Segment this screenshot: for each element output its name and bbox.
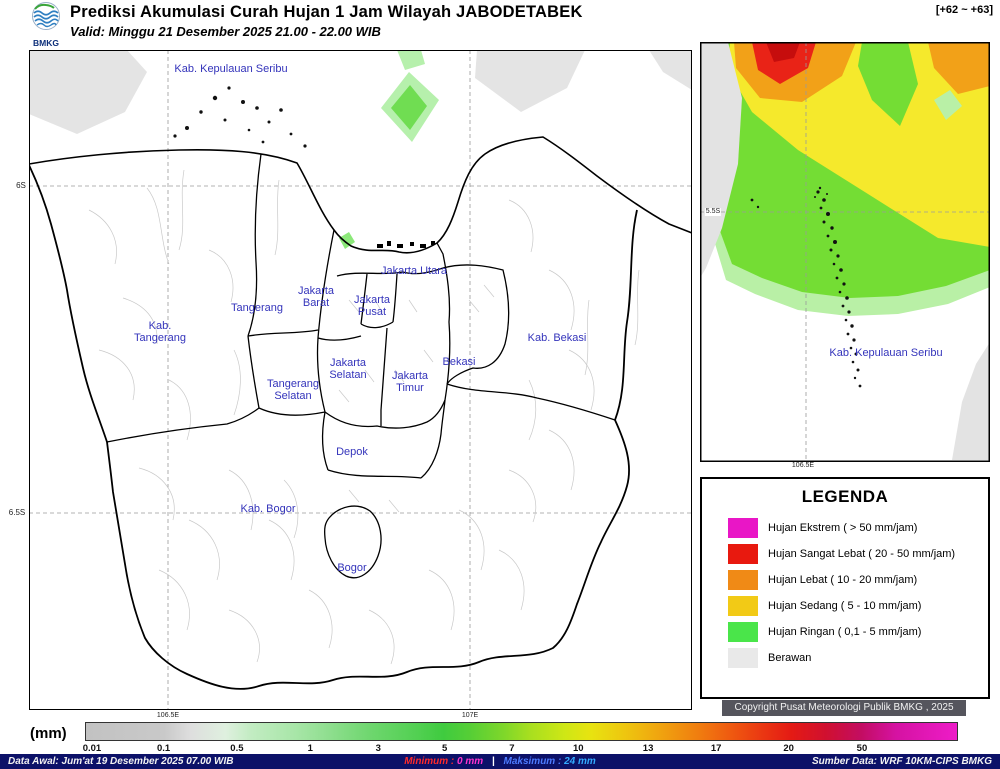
colorbar-tick-label: 0.1	[156, 743, 171, 754]
legend-item-label: Berawan	[768, 652, 812, 664]
bmkg-logo-icon	[32, 2, 60, 30]
legend-color-swatch	[728, 596, 758, 616]
status-bar: Data Awal: Jum'at 19 Desember 2025 07.00…	[0, 754, 1000, 769]
valid-time-subtitle: Valid: Minggu 21 Desember 2025 21.00 - 2…	[70, 24, 381, 39]
legend-color-swatch	[728, 570, 758, 590]
legend-title: LEGENDA	[801, 487, 889, 506]
colorbar-tick-label: 0.5	[230, 743, 244, 754]
copyright-badge: Copyright Pusat Meteorologi Publik BMKG …	[722, 700, 966, 716]
legend-item: Hujan Lebat ( 10 - 20 mm/jam)	[702, 567, 988, 593]
colorbar-tick-label: 17	[710, 743, 722, 754]
data-awal-text: Data Awal: Jum'at 19 Desember 2025 07.00…	[8, 756, 234, 767]
legend-item-label: Hujan Sangat Lebat ( 20 - 50 mm/jam)	[768, 548, 956, 560]
bmkg-logo: BMKG	[26, 1, 66, 48]
legend-box: LEGENDA Hujan Ekstrem ( > 50 mm/jam) Huja…	[700, 477, 990, 699]
inset-map	[700, 42, 990, 462]
lon-tick-label: 106.5E	[156, 712, 180, 719]
minmax-text: Minimum : 0 mm | Maksimum : 24 mm	[404, 754, 596, 769]
colorbar-gradient	[85, 722, 958, 741]
colorbar-tick-label: 3	[375, 743, 381, 754]
inset-islands-dots	[750, 186, 862, 388]
lat-tick-label: 6S	[16, 181, 26, 190]
legend-items: Hujan Ekstrem ( > 50 mm/jam) Hujan Sangat…	[702, 515, 988, 671]
legend-item: Hujan Ekstrem ( > 50 mm/jam)	[702, 515, 988, 541]
lon-tick-label: 107E	[461, 712, 479, 719]
legend-color-swatch	[728, 648, 758, 668]
legend-item-label: Hujan Lebat ( 10 - 20 mm/jam)	[768, 574, 918, 586]
colorbar-tick-label: 13	[642, 743, 654, 754]
colorbar-tick-label: 10	[572, 743, 584, 754]
colorbar-tick-label: 0.01	[82, 743, 102, 754]
minimum-value: 0 mm	[457, 756, 484, 767]
inset-map-canvas	[700, 42, 990, 462]
colorbar-tick-label: 1	[307, 743, 313, 754]
legend-item-label: Hujan Ringan ( 0,1 - 5 mm/jam)	[768, 626, 922, 638]
colorbar-unit-label: (mm)	[30, 725, 67, 742]
rain-patches	[339, 50, 439, 249]
legend-color-swatch	[728, 544, 758, 564]
colorbar-tick-label: 5	[442, 743, 448, 754]
sumber-data-text: Sumber Data: WRF 10KM-CIPS BMKG	[811, 756, 992, 767]
page-title: Prediksi Akumulasi Curah Hujan 1 Jam Wil…	[70, 3, 583, 21]
cloud-patches	[29, 50, 692, 134]
lat-tick-label: 6.5S	[8, 508, 26, 517]
legend-color-swatch	[728, 622, 758, 642]
main-map-canvas	[29, 50, 692, 710]
coast-marks	[377, 241, 435, 248]
islands-dots	[173, 86, 307, 148]
legend-item-label: Hujan Ekstrem ( > 50 mm/jam)	[768, 522, 918, 534]
maksimum-value: 24 mm	[564, 756, 596, 767]
legend-item: Hujan Sedang ( 5 - 10 mm/jam)	[702, 593, 988, 619]
minmax-separator: |	[491, 756, 495, 767]
legend-item: Hujan Ringan ( 0,1 - 5 mm/jam)	[702, 619, 988, 645]
colorbar-tick-label: 20	[783, 743, 794, 754]
legend-item: Berawan	[702, 645, 988, 671]
colorbar-tick-label: 50	[856, 743, 868, 754]
main-map	[29, 50, 692, 710]
minimum-label: Minimum :	[404, 756, 455, 767]
bmkg-logo-label: BMKG	[33, 38, 59, 48]
inset-lon-tick-label: 106.5E	[791, 462, 815, 469]
legend-color-swatch	[728, 518, 758, 538]
legend-item: Hujan Sangat Lebat ( 20 - 50 mm/jam)	[702, 541, 988, 567]
forecast-hour-range: [+62 ~ +63]	[935, 4, 993, 16]
colorbar-tick-label: 7	[509, 743, 515, 754]
colorbar-ticks: 0.01 0.1 0.5 1 3 5 7 10 13 17 20 50	[82, 743, 958, 754]
legend-item-label: Hujan Sedang ( 5 - 10 mm/jam)	[768, 600, 922, 612]
maksimum-label: Maksimum :	[503, 756, 562, 767]
